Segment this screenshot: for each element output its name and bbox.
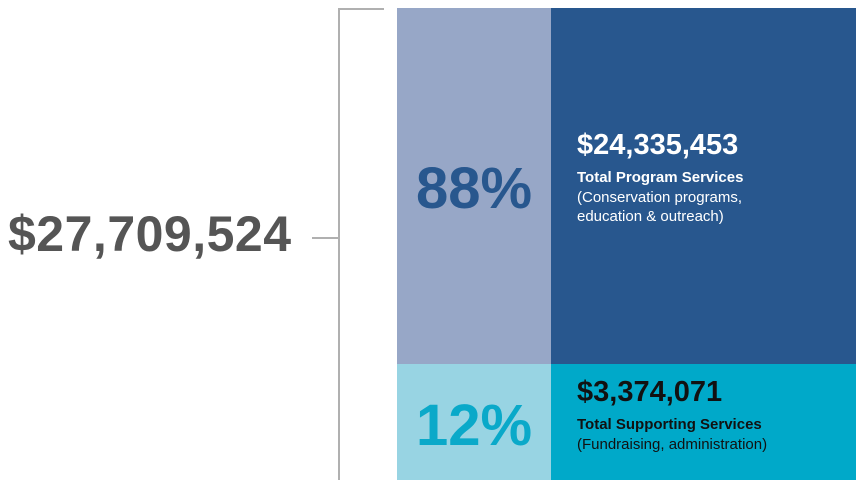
percent-block — [397, 8, 551, 364]
segment-note: education & outreach) — [577, 208, 724, 225]
segment-text: $24,335,453 Total Program Services (Cons… — [577, 128, 847, 226]
segment-note: (Fundraising, administration) — [577, 436, 768, 453]
segment-title: Total Program Services — [577, 169, 744, 186]
segment-title: Total Supporting Services — [577, 416, 762, 433]
amount-block — [551, 8, 856, 364]
percent-label: 12% — [415, 393, 533, 458]
amount-label: $3,374,071 — [577, 376, 723, 408]
bracket-connector — [312, 237, 339, 239]
bracket-line — [338, 8, 340, 480]
bracket-top — [338, 8, 384, 10]
percent-block — [397, 364, 551, 480]
amount-label: $24,335,453 — [577, 129, 739, 161]
segment-text: $3,374,071 Total Supporting Services (Fu… — [577, 375, 847, 454]
total-amount: $27,709,524 — [8, 206, 292, 262]
amount-block — [551, 364, 856, 480]
segment-note: (Conservation programs, — [577, 189, 743, 206]
percent-label: 88% — [415, 156, 533, 221]
